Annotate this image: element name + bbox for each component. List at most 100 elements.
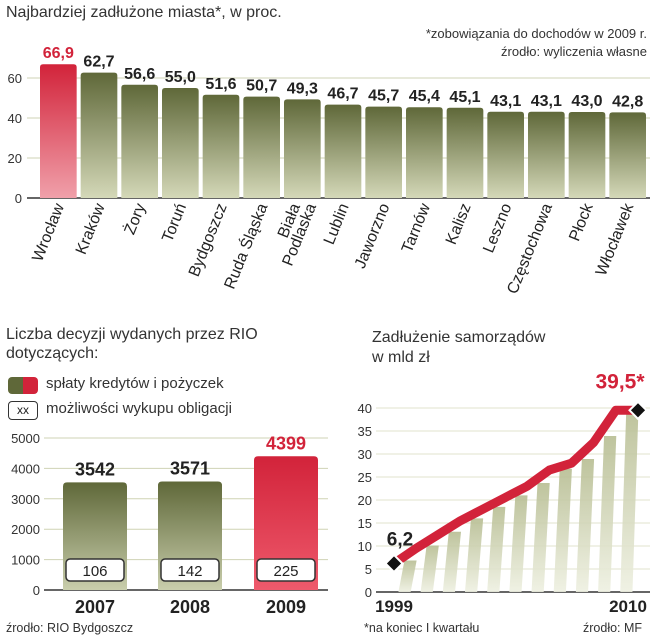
chart2-bar-2009 xyxy=(254,456,318,590)
chart2-ytick-2000: 2000 xyxy=(11,522,40,537)
chart2-value-2008: 3571 xyxy=(170,458,210,478)
chart1-bar-krakow xyxy=(80,72,118,198)
chart2-bond-box-2007 xyxy=(65,558,125,582)
chart1-bar-wloclawek xyxy=(609,112,646,198)
chart3-bar-2006 xyxy=(553,468,572,592)
chart1-category-torun: Toruń xyxy=(159,201,190,244)
chart1-category-leszno: Leszno xyxy=(480,201,515,255)
chart2-bond-value-2008: 142 xyxy=(177,563,202,580)
chart3-line-chart: 0 5 10 15 20 25 30 35 40 6,2 39,5* 1999 2010 xyxy=(358,370,650,616)
chart2-category-2008: 2008 xyxy=(170,597,210,617)
chart1-value-krakow: 62,7 xyxy=(83,54,114,71)
chart1-ytick-60: 60 xyxy=(8,71,22,86)
chart1-value-ruda-slaska: 50,7 xyxy=(246,78,277,95)
chart1-category-tarnow: Tarnów xyxy=(399,201,434,256)
chart1-value-biala-podlaska: 49,3 xyxy=(287,80,318,97)
chart1-value-czestochowa: 43,1 xyxy=(531,93,562,110)
chart3-end-value: 39,5* xyxy=(595,370,645,393)
chart1-value-zory: 56,6 xyxy=(124,66,155,83)
chart1-category-wloclawek: Włocławek xyxy=(593,200,638,278)
chart1-bar-torun xyxy=(162,88,199,198)
chart2-ytick-0: 0 xyxy=(33,583,40,598)
chart3-bar-2005 xyxy=(531,482,550,592)
chart1-source: źrodło: wyliczenia własne xyxy=(501,44,647,59)
chart2-bond-box-2009 xyxy=(256,558,316,582)
chart3-ytick-5: 5 xyxy=(365,562,372,577)
chart1-bar-tarnow xyxy=(406,107,443,198)
chart1-title: Najbardziej zadłużone miasta*, w proc. xyxy=(6,4,282,21)
chart1-bar-wroclaw xyxy=(40,64,77,198)
chart2-title-line2: dotyczących: xyxy=(6,345,99,362)
legend-box-bonds: xx xyxy=(8,401,38,420)
chart1-category-jaworzno: Jaworzno xyxy=(352,201,393,271)
chart1-value-kalisz: 45,1 xyxy=(449,89,480,106)
chart1-value-plock: 43,0 xyxy=(571,93,602,110)
chart3-series-line xyxy=(389,405,643,568)
chart1-value-tarnow: 45,4 xyxy=(409,88,440,105)
chart2-ytick-4000: 4000 xyxy=(11,461,40,476)
chart1-bar-lublin xyxy=(324,104,362,198)
chart1-bar-czestochowa xyxy=(528,111,565,198)
legend-label-repayment: spłaty kredytów i pożyczek xyxy=(46,375,224,392)
chart1-value-bydgoszcz: 51,6 xyxy=(205,76,236,93)
chart2-source: źrodło: RIO Bydgoszcz xyxy=(6,621,134,635)
chart2-bar-chart: 0 1000 2000 3000 4000 5000 3542 106 2007 3571 142… xyxy=(11,431,328,617)
chart1-category-kalisz: Kalisz xyxy=(443,201,475,247)
chart3-xtick-1999: 1999 xyxy=(375,597,413,616)
chart1-value-lublin: 46,7 xyxy=(327,86,358,103)
chart3-ytick-40: 40 xyxy=(358,401,372,416)
chart1-bar-jaworzno xyxy=(365,106,402,198)
chart3-ytick-25: 25 xyxy=(358,470,372,485)
chart1-category-lublin: Lublin xyxy=(321,201,353,247)
chart2-value-2009: 4399 xyxy=(266,433,306,453)
chart1-category-zory: Żory xyxy=(120,200,150,237)
chart1-category-bydgoszcz: Bydgoszcz xyxy=(186,201,231,279)
chart3-bar-2007 xyxy=(575,459,595,592)
chart3-end-marker xyxy=(628,400,648,421)
chart2-ytick-1000: 1000 xyxy=(11,553,40,568)
chart2-value-2007: 3542 xyxy=(75,459,115,479)
chart1-value-wloclawek: 42,8 xyxy=(612,93,643,110)
chart3-xtick-2010: 2010 xyxy=(609,597,647,616)
chart1-footnote: *zobowiązania do dochodów w 2009 r. xyxy=(425,26,647,41)
chart1-bar-kalisz xyxy=(446,107,484,198)
chart1-bar-biala-podlaska xyxy=(284,99,321,198)
chart3-footnote: *na koniec I kwartału xyxy=(364,621,480,635)
chart2-ytick-3000: 3000 xyxy=(11,492,40,507)
chart1-bar-chart: 0 20 40 60 66,9 Wrocław 62,7 Kraków 56,6 Żory 55,… xyxy=(8,45,650,297)
chart1-category-krakow: Kraków xyxy=(73,201,109,257)
chart1-bar-plock xyxy=(568,112,606,198)
chart1-ytick-0: 0 xyxy=(15,191,22,206)
chart1-ytick-40: 40 xyxy=(8,111,22,126)
chart1-category-wroclaw: Wrocław xyxy=(29,201,68,264)
chart3-source: źrodło: MF xyxy=(583,621,643,635)
chart1-bar-ruda-slaska xyxy=(243,96,280,198)
chart3-bar-2009 xyxy=(620,410,639,592)
chart2-category-2009: 2009 xyxy=(266,597,306,617)
chart2-title-line1: Liczba decyzji wydanych przez RIO xyxy=(6,326,258,343)
legend-swatch-repayment xyxy=(8,377,38,394)
chart3-start-value: 6,2 xyxy=(387,529,413,550)
chart3-bar-2003 xyxy=(487,506,506,592)
chart3-ytick-30: 30 xyxy=(358,447,372,462)
chart3-ytick-10: 10 xyxy=(358,539,372,554)
chart3-ytick-15: 15 xyxy=(358,516,372,531)
chart3-bar-2002 xyxy=(464,518,484,592)
chart1-bar-bydgoszcz xyxy=(202,94,240,198)
legend-label-bonds: możliwości wykupu obligacji xyxy=(46,400,232,417)
chart2-category-2007: 2007 xyxy=(75,597,115,617)
chart2-ytick-5000: 5000 xyxy=(11,431,40,446)
chart3-ytick-35: 35 xyxy=(358,424,372,439)
chart2-bond-box-2008 xyxy=(160,558,220,582)
chart3-bar-2004 xyxy=(509,495,528,592)
chart2-bond-value-2007: 106 xyxy=(82,563,107,580)
chart1-bar-leszno xyxy=(487,111,524,198)
chart3-bar-1999 xyxy=(398,560,417,592)
chart3-bar-2001 xyxy=(442,531,461,592)
chart3-start-marker xyxy=(384,553,404,574)
chart3-bar-2008 xyxy=(598,436,617,592)
chart1-category-plock: Płock xyxy=(566,200,597,244)
chart1-value-leszno: 43,1 xyxy=(490,93,521,110)
chart3-title-line1: Zadłużenie samorządów xyxy=(372,329,546,346)
chart1-value-wroclaw: 66,9 xyxy=(43,45,74,62)
